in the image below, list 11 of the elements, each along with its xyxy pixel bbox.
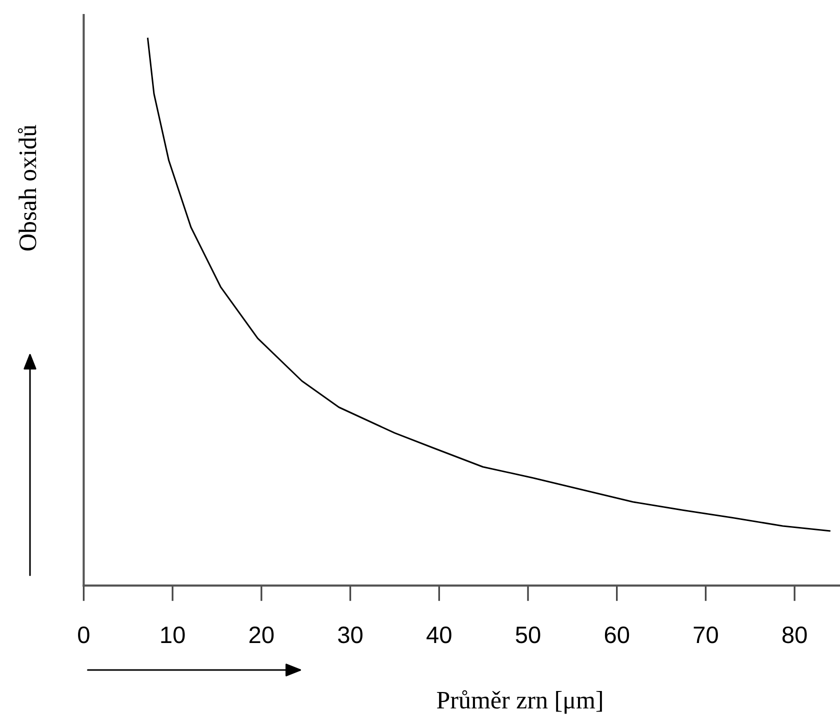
x-tick-label: 70 <box>694 626 718 644</box>
x-tick-label: 60 <box>604 626 630 644</box>
x-tick-label: 0 <box>78 626 90 644</box>
x-tick-label: 20 <box>249 626 274 644</box>
y-axis-title: Obsah oxidů <box>18 124 36 251</box>
x-axis-title: Průměr zrn [μm] <box>436 690 602 714</box>
x-tick-label: 30 <box>338 626 362 644</box>
x-tick-label: 40 <box>426 626 452 644</box>
x-tick-label: 50 <box>516 626 540 644</box>
x-tick-label: 10 <box>161 626 185 644</box>
x-tick-label: 80 <box>782 626 807 644</box>
